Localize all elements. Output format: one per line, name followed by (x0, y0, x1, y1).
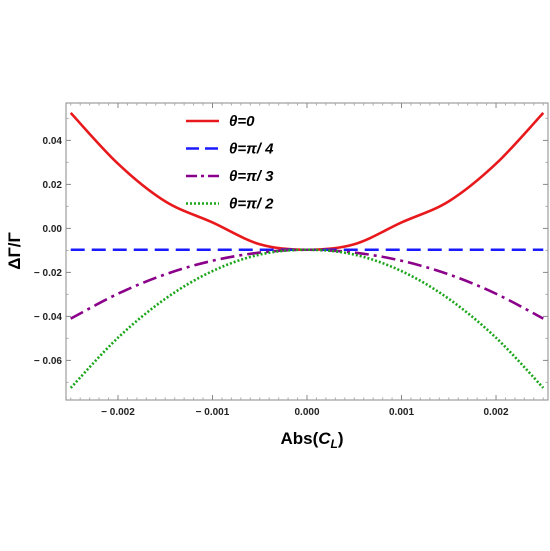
y-tick-label: − 0.02 (34, 268, 63, 279)
y-tick-label: − 0.06 (34, 356, 63, 367)
y-axis-title: ΔΓ/Γ (5, 232, 24, 269)
legend-label-0: θ=0 (229, 113, 255, 130)
series-line-2 (70, 248, 544, 320)
plot-frame (65, 102, 549, 401)
y-tick-label: 0.00 (43, 224, 63, 235)
series-line-3 (69, 248, 545, 389)
y-tick-label: 0.02 (43, 180, 63, 191)
x-tick-label: − 0.002 (101, 407, 135, 418)
legend-label-2: θ=π/ 3 (229, 168, 274, 185)
series-line-0 (69, 112, 545, 252)
legend: θ=0 θ=π/ 4 θ=π/ 3 θ=π/ 2 (186, 113, 274, 213)
y-axis-ticks: 0.04 0.02 0.00 − 0.02 − 0.04 − 0.06 (34, 117, 548, 383)
legend-label-3: θ=π/ 2 (229, 196, 274, 213)
series-lines (69, 112, 545, 389)
x-tick-label: 0.002 (484, 407, 509, 418)
x-tick-label: 0.001 (389, 407, 414, 418)
y-tick-label: − 0.04 (34, 312, 63, 323)
x-tick-label: − 0.001 (196, 407, 230, 418)
x-axis-ticks: − 0.002 − 0.001 0.000 0.001 0.002 (70, 103, 544, 418)
x-axis-title: Abs(CL) (280, 429, 343, 451)
legend-label-1: θ=π/ 4 (229, 141, 274, 158)
y-tick-label: 0.04 (43, 136, 63, 147)
x-tick-label: 0.000 (294, 407, 319, 418)
